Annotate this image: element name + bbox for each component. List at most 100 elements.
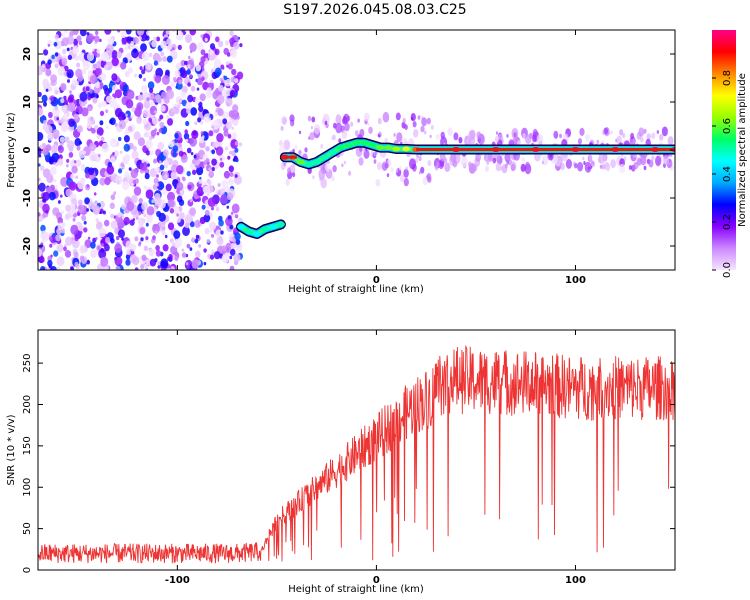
- ridge-point: [312, 159, 321, 165]
- noise-blob: [88, 106, 92, 112]
- noise-blob: [221, 245, 227, 252]
- y-tick-label: 0: [22, 146, 33, 153]
- noise-blob: [39, 165, 45, 171]
- noise-blob: [224, 252, 231, 260]
- noise-blob: [211, 167, 215, 172]
- noise-blob: [143, 213, 147, 218]
- noise-blob: [118, 229, 125, 239]
- faint-blob: [350, 121, 354, 127]
- faint-blob: [628, 165, 632, 170]
- noise-blob: [110, 213, 115, 219]
- noise-blob: [145, 189, 154, 199]
- faint-blob: [421, 117, 427, 127]
- noise-blob: [176, 217, 181, 223]
- noise-blob: [222, 118, 228, 125]
- noise-blob: [49, 236, 53, 241]
- noise-blob: [50, 96, 55, 102]
- faint-blob: [585, 134, 590, 142]
- faint-blob: [332, 165, 337, 173]
- noise-blob: [74, 55, 79, 61]
- noise-blob: [170, 245, 178, 255]
- noise-blob: [66, 164, 69, 168]
- faint-blob: [577, 161, 584, 172]
- faint-blob: [278, 140, 283, 147]
- faint-blob: [358, 157, 364, 166]
- noise-blob: [73, 160, 77, 164]
- noise-blob: [130, 168, 139, 179]
- noise-blob: [229, 89, 236, 97]
- noise-blob: [151, 40, 158, 48]
- noise-blob: [196, 166, 204, 176]
- noise-blob: [95, 67, 103, 76]
- noise-blob: [162, 56, 168, 62]
- noise-blob: [125, 240, 133, 249]
- faint-blob: [332, 134, 336, 141]
- noise-blob: [229, 265, 235, 270]
- colorbar-tick-label: 0.6: [722, 118, 733, 134]
- noise-blob: [109, 202, 115, 210]
- colorbar-tick-label: 0.0: [722, 262, 733, 278]
- noise-blob: [56, 266, 61, 270]
- noise-blob: [163, 149, 169, 157]
- noise-blob: [186, 59, 195, 70]
- noise-blob: [151, 199, 155, 204]
- noise-blob: [148, 52, 153, 58]
- noise-blob: [110, 194, 116, 201]
- noise-blob: [155, 182, 159, 187]
- noise-blob: [217, 183, 221, 187]
- noise-blob: [52, 129, 60, 139]
- noise-blob: [236, 71, 244, 80]
- noise-blob: [97, 102, 103, 109]
- noise-blob: [230, 211, 234, 215]
- noise-blob: [42, 191, 50, 201]
- noise-blob: [178, 212, 185, 220]
- noise-blob: [53, 250, 59, 257]
- noise-blob: [219, 157, 223, 161]
- noise-blob: [233, 41, 240, 50]
- noise-blob: [96, 53, 101, 58]
- faint-blob: [341, 163, 344, 168]
- noise-blob: [40, 242, 44, 246]
- noise-blob: [73, 113, 79, 120]
- noise-blob: [54, 52, 59, 57]
- faint-blob: [420, 166, 425, 174]
- noise-blob: [168, 44, 173, 49]
- noise-blob: [234, 141, 239, 146]
- noise-blob: [132, 150, 139, 158]
- noise-blob: [96, 221, 103, 230]
- x-tick-label: 100: [565, 575, 586, 586]
- faint-blob: [412, 121, 417, 128]
- noise-blob: [74, 236, 79, 242]
- faint-blob: [584, 161, 592, 173]
- noise-blob: [130, 115, 134, 119]
- noise-blob: [105, 64, 109, 69]
- faint-blob: [636, 157, 642, 166]
- noise-blob: [128, 167, 132, 171]
- noise-blob: [86, 52, 95, 62]
- faint-blob: [475, 152, 481, 162]
- noise-blob: [59, 118, 65, 124]
- noise-blob: [48, 111, 53, 119]
- noise-blob: [201, 76, 205, 81]
- noise-blob: [126, 89, 135, 100]
- noise-blob: [76, 125, 83, 133]
- noise-blob: [167, 191, 175, 202]
- faint-blob: [599, 164, 603, 169]
- noise-blob: [147, 163, 150, 167]
- noise-blob: [170, 266, 175, 270]
- faint-blob: [468, 161, 472, 168]
- noise-blob: [138, 211, 142, 216]
- noise-blob: [64, 136, 70, 143]
- noise-blob: [153, 99, 157, 103]
- noise-blob: [156, 210, 162, 218]
- noise-blob: [143, 263, 148, 270]
- noise-blob: [216, 133, 224, 143]
- noise-blob: [182, 226, 190, 237]
- faint-blob: [521, 156, 526, 163]
- faint-blob: [541, 155, 549, 166]
- noise-blob: [162, 220, 166, 225]
- faint-blob: [289, 114, 295, 123]
- colorbar: 0.0 0.2 0.4 0.6 0.8 Normalized spectral ampl…: [712, 30, 748, 278]
- noise-blob: [145, 124, 149, 128]
- faint-blob: [520, 163, 526, 172]
